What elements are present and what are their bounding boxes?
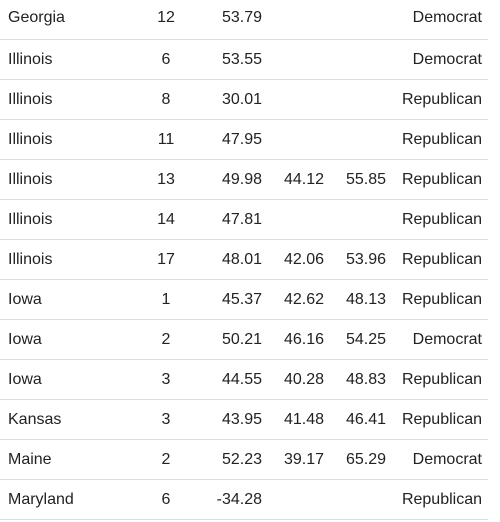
state-cell: Illinois	[8, 171, 53, 188]
upper-value-cell	[328, 200, 386, 239]
table-row: Illinois 17 48.01 42.06 53.96 Republican	[0, 240, 488, 280]
party-cell: Democrat	[412, 9, 482, 26]
value-cell: -34.28	[216, 491, 262, 508]
lower-value-cell	[270, 40, 324, 79]
lower-value-cell: 46.16	[283, 331, 324, 348]
party-cell: Democrat	[412, 451, 482, 468]
upper-value-cell: 54.25	[345, 331, 386, 348]
party-cell: Democrat	[412, 51, 482, 68]
table-row: Kansas 3 43.95 41.48 46.41 Republican	[0, 400, 488, 440]
state-cell: Illinois	[8, 91, 53, 108]
table-row: Iowa 3 44.55 40.28 48.83 Republican	[0, 360, 488, 400]
party-cell: Republican	[401, 371, 482, 388]
state-cell: Kansas	[8, 411, 62, 428]
upper-value-cell: 53.96	[345, 251, 386, 268]
upper-value-cell	[328, 0, 386, 37]
district-cell: 3	[161, 411, 171, 428]
value-cell: 45.37	[221, 291, 262, 308]
lower-value-cell: 44.12	[283, 171, 324, 188]
party-cell: Republican	[401, 91, 482, 108]
value-cell: 47.95	[221, 131, 262, 148]
district-cell: 11	[157, 131, 175, 148]
table-row: Illinois 14 47.81 Republican	[0, 200, 488, 240]
state-cell: Maryland	[8, 491, 74, 508]
district-cell: 1	[161, 291, 171, 308]
upper-value-cell: 65.29	[345, 451, 386, 468]
state-cell: Iowa	[8, 331, 42, 348]
table-row: Illinois 11 47.95 Republican	[0, 120, 488, 160]
state-cell: Illinois	[8, 51, 53, 68]
value-cell: 44.55	[221, 371, 262, 388]
lower-value-cell: 42.62	[283, 291, 324, 308]
table-row: Georgia 12 53.79 Democrat	[0, 0, 488, 40]
value-cell: 53.55	[221, 51, 262, 68]
state-cell: Iowa	[8, 371, 42, 388]
value-cell: 30.01	[221, 91, 262, 108]
upper-value-cell	[328, 120, 386, 159]
value-cell: 48.01	[221, 251, 262, 268]
party-cell: Republican	[401, 491, 482, 508]
value-cell: 52.23	[221, 451, 262, 468]
party-cell: Republican	[401, 171, 482, 188]
value-cell: 50.21	[221, 331, 262, 348]
table-row: Illinois 6 53.55 Democrat	[0, 40, 488, 80]
district-cell: 6	[161, 491, 171, 508]
party-cell: Democrat	[412, 331, 482, 348]
state-cell: Georgia	[8, 9, 65, 26]
state-cell: Maine	[8, 451, 52, 468]
state-cell: Illinois	[8, 251, 53, 268]
district-cell: 3	[161, 371, 171, 388]
upper-value-cell	[328, 480, 386, 519]
party-cell: Republican	[401, 251, 482, 268]
table-row: Maryland 6 -34.28 Republican	[0, 480, 488, 520]
upper-value-cell	[328, 40, 386, 79]
lower-value-cell	[270, 0, 324, 37]
upper-value-cell: 48.13	[345, 291, 386, 308]
district-cell: 6	[161, 51, 171, 68]
party-cell: Republican	[401, 411, 482, 428]
upper-value-cell: 55.85	[345, 171, 386, 188]
upper-value-cell: 48.83	[345, 371, 386, 388]
state-cell: Illinois	[8, 211, 53, 228]
party-cell: Republican	[401, 211, 482, 228]
district-cell: 12	[157, 9, 175, 26]
table-row: Maine 2 52.23 39.17 65.29 Democrat	[0, 440, 488, 480]
upper-value-cell	[328, 80, 386, 119]
district-cell: 13	[157, 171, 175, 188]
district-cell: 2	[161, 451, 171, 468]
table-row: Iowa 2 50.21 46.16 54.25 Democrat	[0, 320, 488, 360]
district-cell: 14	[157, 211, 175, 228]
lower-value-cell: 42.06	[283, 251, 324, 268]
lower-value-cell	[270, 120, 324, 159]
lower-value-cell: 40.28	[283, 371, 324, 388]
value-cell: 49.98	[221, 171, 262, 188]
lower-value-cell	[270, 80, 324, 119]
upper-value-cell: 46.41	[345, 411, 386, 428]
table-row: Illinois 8 30.01 Republican	[0, 80, 488, 120]
lower-value-cell: 41.48	[283, 411, 324, 428]
value-cell: 47.81	[221, 211, 262, 228]
party-cell: Republican	[401, 131, 482, 148]
district-cell: 2	[161, 331, 171, 348]
state-cell: Illinois	[8, 131, 53, 148]
lower-value-cell: 39.17	[283, 451, 324, 468]
district-cell: 17	[157, 251, 175, 268]
table-row: Illinois 13 49.98 44.12 55.85 Republican	[0, 160, 488, 200]
lower-value-cell	[270, 200, 324, 239]
value-cell: 53.79	[221, 9, 262, 26]
table-row: Iowa 1 45.37 42.62 48.13 Republican	[0, 280, 488, 320]
results-table: Georgia 12 53.79 Democrat Illinois 6 53.…	[0, 0, 488, 520]
value-cell: 43.95	[221, 411, 262, 428]
district-cell: 8	[161, 91, 171, 108]
state-cell: Iowa	[8, 291, 42, 308]
party-cell: Republican	[401, 291, 482, 308]
lower-value-cell	[270, 480, 324, 519]
